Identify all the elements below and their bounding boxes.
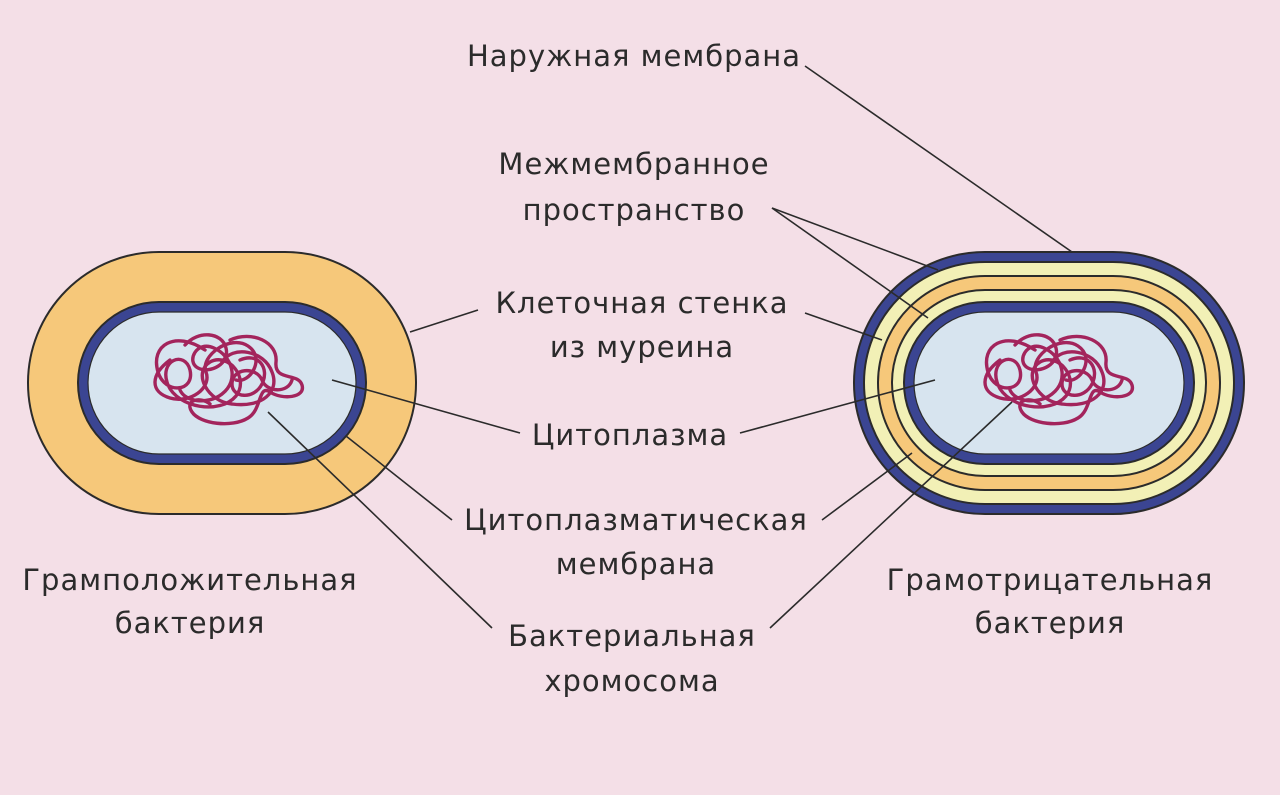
label-gram-positive-line1: Грамположительная	[22, 563, 357, 597]
leader-chromosome-left	[267, 411, 493, 629]
leader-cyto-membrane-left	[345, 435, 453, 521]
leader-chromosome-right	[769, 401, 1013, 629]
label-cyto-membrane-line2: мембрана	[556, 547, 716, 581]
gram-negative-bacterium	[853, 251, 1245, 515]
label-cyto-membrane-line1: Цитоплазматическая	[464, 503, 808, 537]
label-gram-negative-line1: Грамотрицательная	[887, 563, 1214, 597]
gram-negative-cytoplasm	[913, 311, 1185, 455]
leader-periplasm-inner	[771, 207, 929, 319]
gram-positive-bacterium	[27, 251, 417, 515]
labels: Наружная мембрана Межмембранное простран…	[22, 39, 1214, 698]
leader-cytoplasm-right	[739, 379, 936, 434]
leader-outer-membrane	[804, 65, 1073, 253]
label-chromosome-line1: Бактериальная	[508, 619, 756, 653]
gram-positive-cytoplasm	[87, 311, 357, 455]
leader-cell-wall-left	[409, 309, 479, 333]
gram-positive-chromosome	[153, 333, 304, 426]
label-cell-wall-line2: из муреина	[550, 330, 734, 364]
leader-cytoplasm-left	[331, 379, 521, 434]
label-periplasm-line2: пространство	[523, 193, 746, 227]
leader-cell-wall-right	[804, 312, 883, 341]
leader-lines	[267, 65, 1073, 629]
leader-cyto-membrane-right	[821, 452, 913, 521]
label-periplasm-line1: Межмембранное	[498, 147, 769, 181]
label-gram-positive-line2: бактерия	[115, 606, 266, 640]
gram-negative-chromosome	[983, 333, 1134, 426]
label-cytoplasm: Цитоплазма	[532, 418, 728, 452]
label-cell-wall-line1: Клеточная стенка	[495, 286, 788, 320]
label-chromosome-line2: хромосома	[544, 664, 719, 698]
label-gram-negative-line2: бактерия	[975, 606, 1126, 640]
leader-periplasm-outer	[771, 207, 939, 271]
label-outer-membrane: Наружная мембрана	[467, 39, 801, 73]
